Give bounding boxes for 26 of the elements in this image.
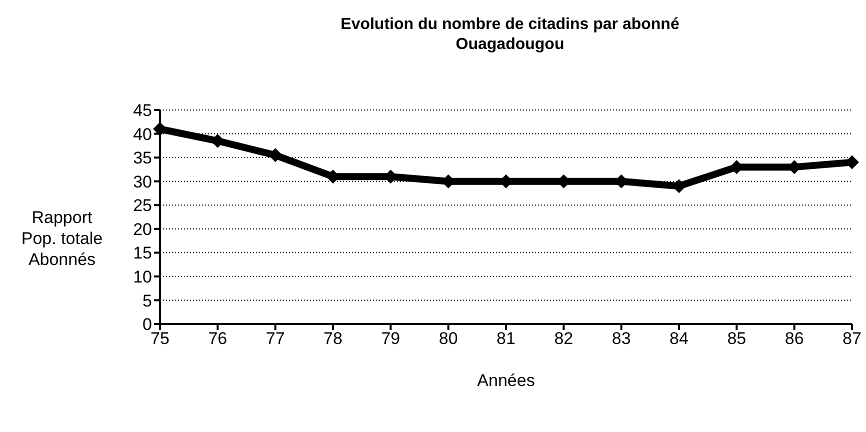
y-tick-label: 45: [133, 101, 152, 120]
x-tick-label: 83: [612, 329, 631, 348]
y-tick-label: 5: [142, 291, 152, 310]
y-tick-label: 10: [133, 267, 152, 286]
x-tick-label: 80: [438, 329, 458, 348]
x-tick-label: 76: [208, 329, 228, 348]
y-tick-label: 0: [142, 315, 152, 334]
chart-title: Evolution du nombre de citadins par abonné Ouagadougou: [340, 16, 680, 53]
x-tick-label: 82: [554, 329, 574, 348]
x-tick-label: 81: [496, 329, 516, 348]
x-tick-label: 87: [842, 329, 862, 348]
x-tick-label: 77: [266, 329, 285, 348]
x-tick-label: 85: [727, 329, 746, 348]
y-tick-label: 35: [133, 148, 152, 168]
x-tick-label: 79: [381, 329, 400, 348]
x-tick-label: 86: [784, 329, 804, 348]
x-tick-label: 78: [324, 329, 342, 348]
y-tick-label: 15: [133, 244, 152, 263]
x-axis-title: Années: [477, 371, 535, 390]
x-tick-label: 75: [150, 329, 170, 348]
y-tick-label: 25: [133, 196, 152, 216]
y-tick-label: 30: [133, 172, 152, 192]
x-tick-label: 84: [670, 329, 688, 348]
y-axis-title: Rapport Pop. totale Abonnés: [21, 208, 103, 269]
y-tick-label: 20: [133, 220, 152, 239]
y-tick-label: 40: [133, 124, 152, 144]
